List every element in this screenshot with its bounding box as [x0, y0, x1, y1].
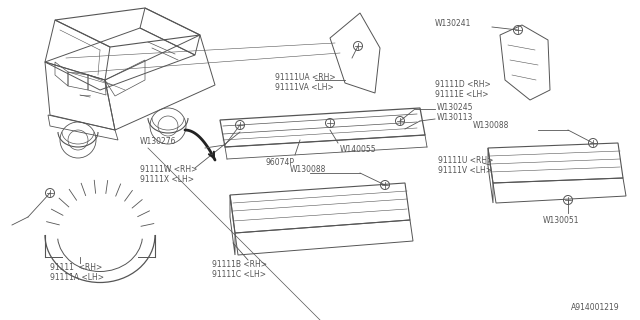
- Text: W130245: W130245: [437, 102, 474, 111]
- Text: 91111U <RH>
91111V <LH>: 91111U <RH> 91111V <LH>: [438, 156, 493, 175]
- Text: 91111  <RH>
91111A <LH>: 91111 <RH> 91111A <LH>: [50, 263, 104, 282]
- Text: 91111UA <RH>
91111VA <LH>: 91111UA <RH> 91111VA <LH>: [275, 73, 335, 92]
- Text: W130051: W130051: [543, 216, 579, 225]
- Text: 91111B <RH>
91111C <LH>: 91111B <RH> 91111C <LH>: [212, 260, 267, 279]
- Text: W130088: W130088: [290, 164, 326, 173]
- Text: W130113: W130113: [437, 113, 474, 122]
- Text: W140055: W140055: [340, 145, 376, 154]
- Text: 91111D <RH>
91111E <LH>: 91111D <RH> 91111E <LH>: [435, 80, 491, 100]
- Text: W130241: W130241: [435, 19, 472, 28]
- Text: W130276: W130276: [140, 138, 177, 147]
- Text: A914001219: A914001219: [572, 303, 620, 312]
- Text: W130088: W130088: [473, 122, 509, 131]
- Text: 96074P: 96074P: [266, 158, 294, 167]
- Text: 91111W <RH>
91111X <LH>: 91111W <RH> 91111X <LH>: [140, 165, 197, 184]
